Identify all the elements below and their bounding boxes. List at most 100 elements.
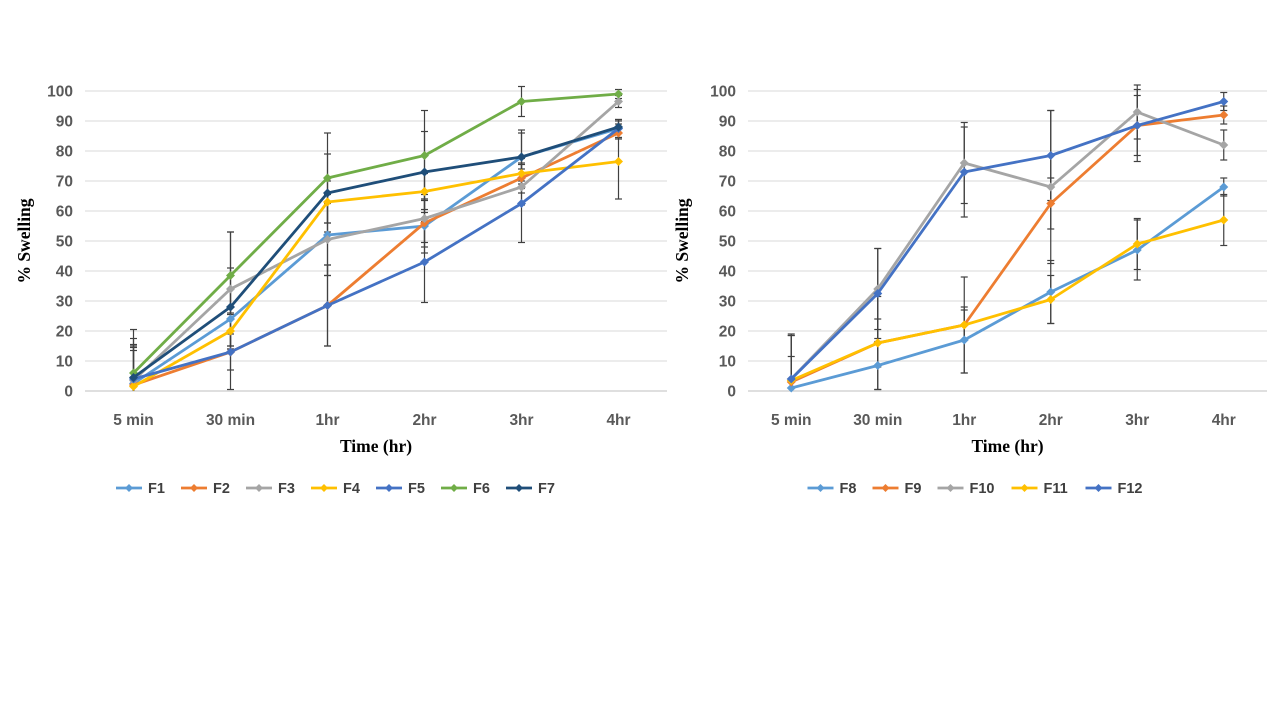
y-tick-label: 60 — [56, 204, 73, 221]
y-tick-label: 30 — [719, 294, 736, 311]
data-point-F4 — [614, 157, 623, 166]
x-tick-label: 1hr — [952, 412, 976, 429]
data-point-F4 — [517, 169, 526, 178]
data-point-F3 — [614, 97, 623, 106]
data-point-F8 — [959, 335, 969, 345]
legend-item-F8: F8 — [807, 481, 856, 497]
legend-item-F4: F4 — [311, 481, 360, 497]
data-point-F3 — [226, 284, 235, 294]
legend-item-F10: F10 — [937, 481, 995, 497]
x-tick-label: 4hr — [606, 412, 630, 429]
data-point-F5 — [323, 301, 332, 310]
data-point-F1 — [226, 314, 235, 324]
series-F9 — [786, 110, 1229, 387]
gridlines — [85, 90, 667, 392]
x-tick-label: 5 min — [113, 412, 153, 429]
y-tick-label: 90 — [719, 114, 736, 131]
series-F6 — [129, 89, 623, 378]
y-axis-title: % Swelling — [14, 198, 34, 283]
data-point-F4 — [420, 187, 429, 196]
y-tick-label: 90 — [56, 114, 73, 131]
series-F7 — [129, 122, 623, 382]
data-point-F8 — [1219, 182, 1229, 192]
data-point-F9 — [1046, 199, 1056, 208]
data-point-F5 — [226, 347, 235, 357]
series-line-F7 — [132, 125, 620, 379]
data-point-F12 — [873, 289, 883, 298]
data-point-F7 — [226, 302, 235, 312]
swelling-chart-right-svg: 0 10 20 30 40 50 60 70 80 90 100 5 min 30 min 1hr 2hr 3… — [672, 84, 1267, 497]
series-F12 — [786, 97, 1229, 384]
legend-item-F2: F2 — [181, 481, 230, 497]
legend-label-F7: F7 — [538, 481, 555, 497]
legend-item-F11: F11 — [1011, 481, 1068, 497]
legend-label-F9: F9 — [905, 481, 922, 497]
x-tick-label: 3hr — [509, 412, 533, 429]
data-point-F6 — [517, 97, 526, 106]
data-point-F11 — [873, 338, 883, 348]
series-line-F12 — [789, 100, 1226, 381]
data-point-F7 — [420, 167, 429, 177]
y-tick-label: 40 — [56, 264, 73, 281]
data-point-F4 — [226, 326, 235, 336]
legend-marker-F9 — [881, 484, 890, 492]
data-point-F12 — [959, 167, 969, 177]
legend-marker-F7 — [515, 484, 523, 492]
legend-marker-F2 — [190, 484, 198, 492]
legend-marker-F6 — [450, 484, 458, 492]
series-line-F10 — [789, 110, 1226, 381]
data-point-F7 — [517, 152, 526, 162]
data-point-F8 — [786, 383, 796, 393]
legend-marker-F3 — [255, 484, 263, 492]
data-point-F11 — [1219, 215, 1229, 225]
x-axis-title: Time (hr) — [971, 436, 1043, 456]
y-tick-label: 100 — [710, 84, 736, 101]
data-point-F7 — [614, 122, 623, 132]
series-line-F11 — [789, 218, 1226, 382]
legend-label-F10: F10 — [970, 481, 995, 497]
legend-label-F3: F3 — [278, 481, 295, 497]
y-tick-label: 30 — [56, 294, 73, 311]
data-point-F8 — [873, 361, 883, 370]
series-line-F8 — [789, 185, 1226, 390]
x-tick-label: 5 min — [771, 412, 811, 429]
legend-marker-F12 — [1094, 484, 1103, 492]
data-point-F10 — [1219, 140, 1229, 150]
legend-label-F12: F12 — [1118, 481, 1143, 497]
y-tick-label: 20 — [56, 324, 73, 341]
series-line-F4 — [132, 160, 620, 388]
y-tick-label: 80 — [719, 144, 736, 161]
x-axis-title: Time (hr) — [340, 436, 412, 456]
y-tick-label: 70 — [56, 174, 73, 191]
data-point-F3 — [517, 182, 526, 192]
data-point-F9 — [1219, 110, 1229, 120]
x-tick-label: 30 min — [206, 412, 255, 429]
series-F10 — [786, 107, 1229, 384]
y-tick-label: 50 — [56, 234, 73, 251]
data-point-F6 — [614, 89, 623, 99]
data-point-F12 — [1046, 151, 1056, 160]
data-point-F8 — [1046, 287, 1056, 297]
series-F5 — [129, 124, 623, 384]
legend-item-F9: F9 — [872, 481, 922, 497]
y-tick-label: 100 — [47, 84, 73, 101]
legend: F1 F2 F3 F4 F5 F6 F7 — [116, 481, 555, 497]
legend: F8 F9 F10 F11 F12 — [807, 481, 1143, 497]
data-point-F7 — [129, 373, 138, 382]
data-point-F3 — [323, 235, 332, 244]
x-tick-label: 2hr — [1039, 412, 1063, 429]
y-tick-label: 0 — [64, 384, 73, 401]
series-line-F9 — [789, 113, 1226, 384]
x-tick-label: 30 min — [853, 412, 902, 429]
y-tick-label: 40 — [719, 264, 736, 281]
x-tick-label: 3hr — [1125, 412, 1149, 429]
data-point-F8 — [1132, 245, 1142, 255]
series-line-F5 — [132, 127, 620, 381]
data-point-F6 — [420, 151, 429, 160]
x-tick-label: 4hr — [1212, 412, 1236, 429]
series-line-F6 — [132, 92, 620, 375]
legend-marker-F11 — [1020, 484, 1029, 492]
legend-item-F6: F6 — [441, 481, 490, 497]
data-point-F12 — [1132, 121, 1142, 130]
